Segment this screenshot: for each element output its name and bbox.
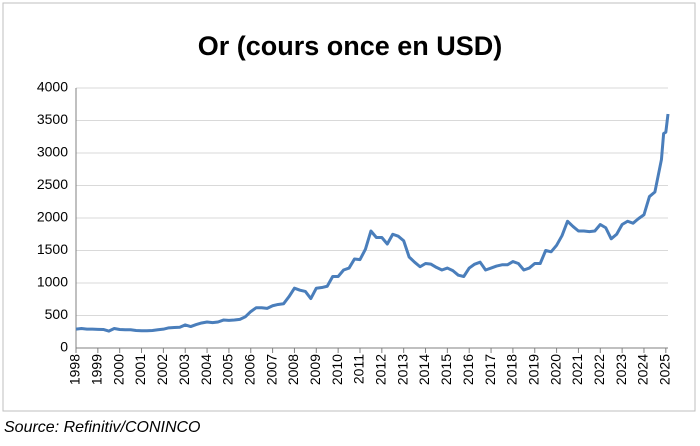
- x-tick-label: 2017: [482, 354, 498, 385]
- y-tick-label: 1500: [37, 241, 68, 257]
- x-tick-label: 2004: [198, 354, 214, 385]
- x-tick-label: 2014: [416, 354, 432, 385]
- x-tick-label: 2016: [460, 354, 476, 385]
- chart-title: Or (cours once en USD): [198, 31, 503, 61]
- x-tick-label: 2024: [635, 354, 651, 385]
- x-tick-label: 2018: [504, 354, 520, 385]
- series-line: [75, 113, 670, 333]
- y-tick-label: 0: [60, 339, 68, 355]
- y-tick-label: 3000: [37, 144, 68, 160]
- x-tick-label: 2023: [613, 354, 629, 385]
- x-tick-label: 2013: [394, 354, 410, 385]
- x-tick-label: 2009: [307, 354, 323, 385]
- x-tick-label: 2010: [329, 354, 345, 385]
- x-tick-label: 1999: [89, 354, 105, 385]
- x-tick-label: 2001: [132, 354, 148, 385]
- y-tick-label: 4000: [37, 79, 68, 95]
- x-tick-label: 2020: [547, 354, 563, 385]
- x-tick-label: 2025: [657, 354, 673, 385]
- x-tick-label: 2008: [285, 354, 301, 385]
- x-tick-label: 2012: [373, 354, 389, 385]
- x-tick-label: 2003: [176, 354, 192, 385]
- y-tick-label: 3500: [37, 111, 68, 127]
- x-tick-label: 2000: [110, 354, 126, 385]
- x-tick-label: 2019: [525, 354, 541, 385]
- source-note: Source: Refinitiv/CONINCO: [4, 419, 201, 436]
- x-tick-label: 2007: [263, 354, 279, 385]
- y-tick-label: 500: [45, 306, 69, 322]
- x-tick-label: 2015: [438, 354, 454, 385]
- y-tick-label: 2000: [37, 209, 68, 225]
- chart-border: [2, 2, 696, 412]
- x-tick-label: 1998: [67, 354, 83, 385]
- y-tick-label: 1000: [37, 274, 68, 290]
- x-tick-label: 2022: [591, 354, 607, 385]
- x-tick-label: 2021: [569, 354, 585, 385]
- x-tick-label: 2006: [241, 354, 257, 385]
- x-tick-label: 2005: [220, 354, 236, 385]
- x-tick-label: 2011: [351, 354, 367, 384]
- x-tick-label: 2002: [154, 354, 170, 385]
- y-tick-label: 2500: [37, 176, 68, 192]
